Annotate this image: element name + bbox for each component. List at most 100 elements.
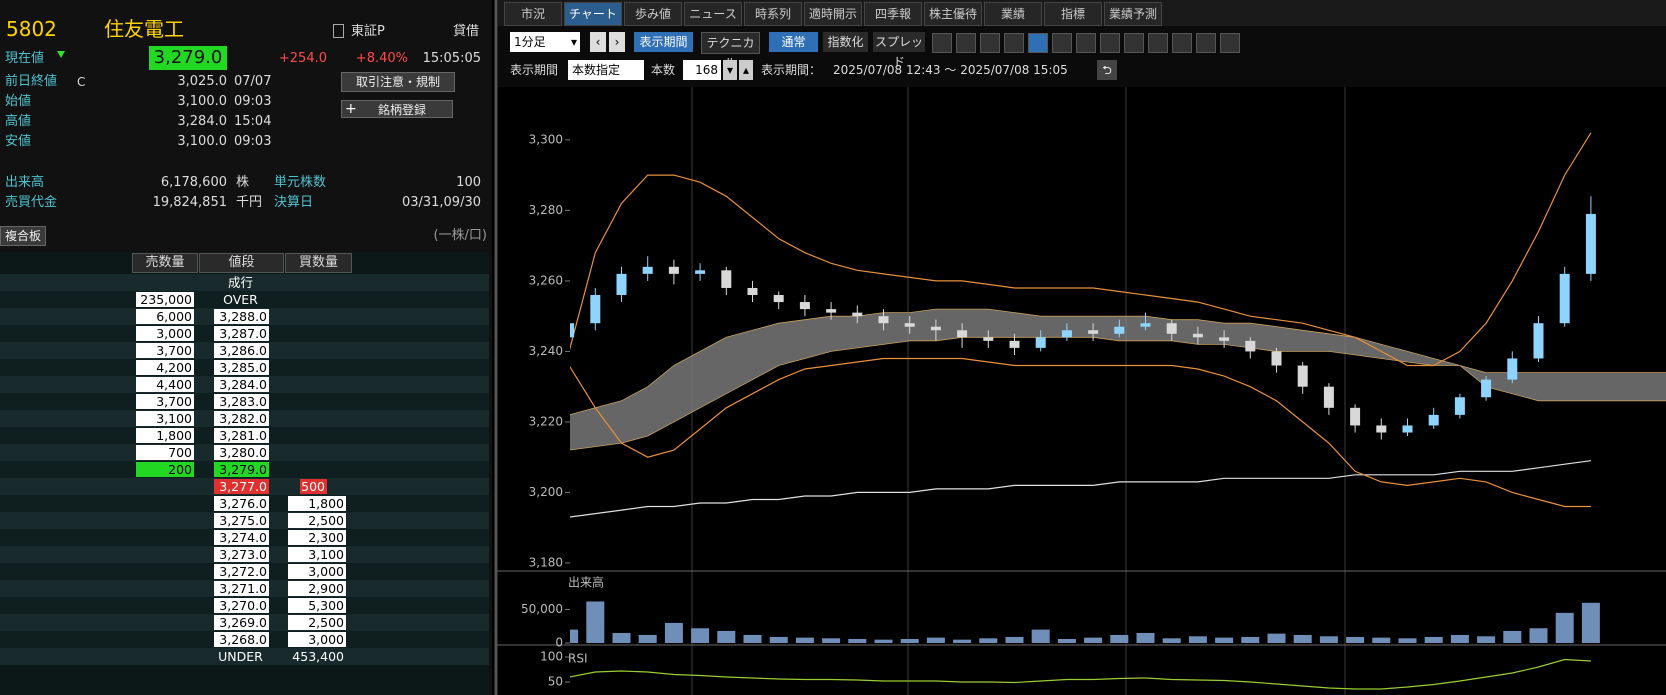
interval-select[interactable]: 1分足 [510, 32, 580, 52]
volume-bar [1319, 636, 1338, 643]
volume-bar [874, 639, 893, 643]
board-tab[interactable]: 複合板 [0, 226, 46, 246]
board-row [0, 648, 489, 665]
down-mark [57, 51, 65, 58]
mode-button[interactable]: 通常 [769, 32, 818, 52]
tab[interactable]: 株主優待 [924, 2, 982, 26]
candle-body [1481, 379, 1492, 398]
label: 前日終値 [5, 74, 58, 89]
spin-button[interactable]: ▴ [739, 60, 753, 80]
range: 2025/07/08 12:43 ～ 2025/07/08 15:05 [833, 63, 1068, 77]
buy-qty: 3,100 [288, 547, 346, 562]
candle-body [1297, 365, 1308, 387]
price: 3,270.0 [214, 598, 269, 613]
sell-qty: 3,700 [136, 343, 194, 358]
tab[interactable]: 適時開示 [804, 2, 862, 26]
y-tick-label: 0 [555, 636, 563, 650]
candle-body [642, 266, 653, 274]
candle-body [1350, 407, 1361, 426]
candle-body [852, 312, 863, 317]
tool-icon[interactable] [956, 33, 976, 53]
candle-body [1533, 323, 1544, 359]
time: 15:04 [234, 114, 272, 129]
value: 100 [456, 175, 481, 190]
tool-icon[interactable] [1100, 33, 1120, 53]
buy-qty: 1,800 [288, 496, 346, 511]
doc-icon[interactable] [333, 24, 344, 38]
volume-bar [586, 601, 605, 643]
tab[interactable]: 四季報 [864, 2, 922, 26]
value: 3,284.0 [177, 114, 227, 129]
flag: C [77, 75, 86, 89]
mode-button[interactable]: スプレッド [873, 32, 925, 69]
tool-icon[interactable] [1148, 33, 1168, 53]
volume-label: 出来高 [568, 575, 604, 590]
candle-body [616, 273, 627, 296]
tool-icon[interactable] [1124, 33, 1144, 53]
indicator-line [570, 132, 1592, 367]
tool-icon[interactable] [1052, 33, 1072, 53]
candle-body [747, 287, 758, 296]
volume-bar [1372, 637, 1391, 643]
tool-icon[interactable] [1220, 33, 1240, 53]
tab[interactable]: 歩み値 [624, 2, 682, 26]
reset-button[interactable]: ⮌ [1097, 60, 1117, 80]
tab[interactable]: チャート [564, 2, 622, 26]
tool-icon[interactable] [1172, 33, 1192, 53]
label: 表示期間： [761, 63, 822, 77]
time: 09:03 [234, 134, 272, 149]
button[interactable]: 銘柄登録 [341, 100, 453, 118]
mode-button[interactable]: 指数化 [823, 32, 868, 52]
column-header: 値段 [199, 253, 284, 273]
prev-button[interactable]: ‹ [590, 32, 606, 52]
tool-icon[interactable] [1196, 33, 1216, 53]
tool-icon[interactable] [932, 33, 952, 53]
tab[interactable]: 業績予測 [1104, 2, 1162, 26]
tab[interactable]: 業績 [984, 2, 1042, 26]
tool-icon[interactable] [1028, 33, 1048, 53]
price: 3,277.0 [214, 479, 269, 494]
sell-qty: 3,000 [136, 326, 194, 341]
y-tick-label: 3,200 [529, 485, 563, 499]
label: 表示期間 [510, 63, 559, 77]
value: 3,100.0 [177, 134, 227, 149]
spin-button[interactable]: ▾ [723, 60, 737, 80]
market: 東証P [351, 24, 385, 39]
candle-body [957, 330, 968, 338]
tab[interactable]: 時系列 [744, 2, 802, 26]
value: 3,025.0 [177, 74, 227, 89]
y-tick-label: 3,240 [529, 344, 563, 358]
price: 3,273.0 [214, 547, 269, 562]
volume-bar [1555, 612, 1574, 643]
volume-bar [1136, 632, 1155, 643]
buy-qty: 453,400 [292, 649, 344, 664]
candle-body [1140, 323, 1151, 327]
tool-icon[interactable] [1076, 33, 1096, 53]
tab[interactable]: 指標 [1044, 2, 1102, 26]
tab[interactable]: ニュース [684, 2, 742, 26]
volume-bar [1084, 637, 1103, 643]
technical-button[interactable]: テクニカル [701, 32, 760, 70]
stock-code: 5802 [6, 17, 57, 41]
next-button[interactable]: › [609, 32, 625, 52]
tool-icon[interactable] [980, 33, 1000, 53]
period-button[interactable]: 表示期間 [634, 32, 693, 52]
candle-body [590, 295, 601, 324]
buy-qty: 5,300 [288, 598, 346, 613]
tool-icon[interactable] [1004, 33, 1024, 53]
count-mode-select[interactable]: 本数指定 [568, 60, 644, 80]
price: 3,287.0 [214, 326, 269, 341]
count-input[interactable]: 168 [683, 60, 721, 80]
candle-body [1192, 333, 1203, 338]
volume-bar [743, 634, 762, 643]
button[interactable]: 取引注意・規制 [341, 72, 455, 92]
tab[interactable]: 市況 [504, 2, 562, 26]
quote-panel: 5802 住友電工 東証P 貸借 現在値 3,279.0 +254.0 +8.4… [0, 0, 492, 695]
volume-bar [795, 637, 814, 643]
price: 3,288.0 [214, 309, 269, 324]
volume-bar [664, 622, 683, 643]
sell-qty: 3,100 [136, 411, 194, 426]
price: 成行 [227, 275, 253, 290]
label: 高値 [5, 114, 32, 129]
dropdown-arrow: ▾ [570, 35, 578, 49]
